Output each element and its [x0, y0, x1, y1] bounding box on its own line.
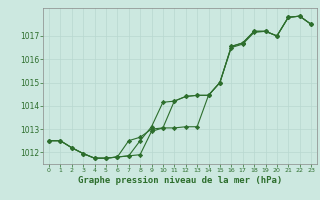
X-axis label: Graphe pression niveau de la mer (hPa): Graphe pression niveau de la mer (hPa) [78, 176, 282, 185]
